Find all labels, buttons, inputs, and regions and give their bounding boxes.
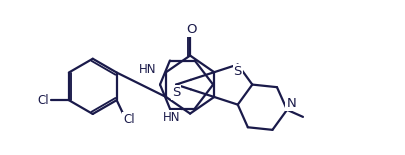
Text: O: O xyxy=(187,23,197,36)
Text: S: S xyxy=(172,86,180,99)
Text: Cl: Cl xyxy=(123,113,135,126)
Text: S: S xyxy=(234,65,242,78)
Text: N: N xyxy=(286,97,296,110)
Text: HN: HN xyxy=(163,111,180,124)
Text: HN: HN xyxy=(139,63,156,76)
Text: Cl: Cl xyxy=(38,94,49,107)
